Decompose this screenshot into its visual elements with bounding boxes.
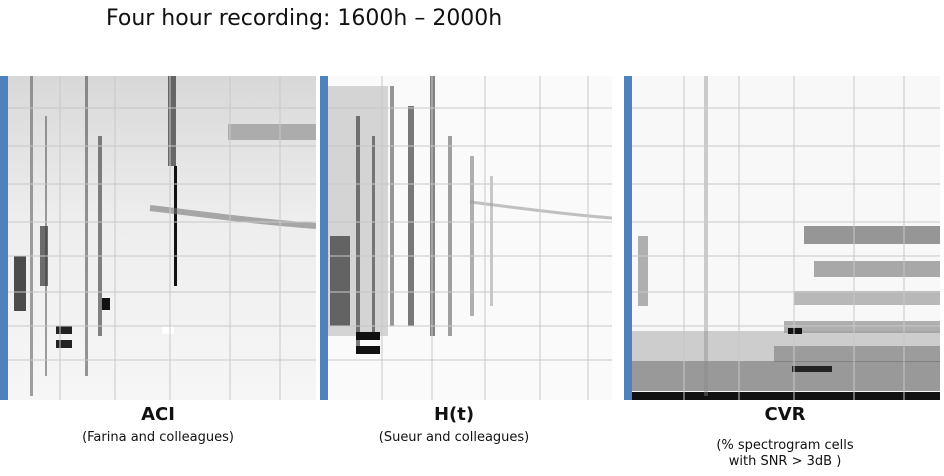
panel-accent-bar bbox=[0, 76, 8, 400]
ht-label: H(t) bbox=[433, 404, 475, 425]
aci-caption: (Farina and colleagues) bbox=[58, 430, 258, 446]
cvr-caption: (% spectrogram cells with SNR > 3dB ) bbox=[670, 438, 900, 470]
cvr-label: CVR bbox=[764, 404, 806, 425]
cvr-caption-line-2: with SNR > 3dB ) bbox=[728, 454, 842, 469]
aci-caption-line: (Farina and colleagues) bbox=[82, 430, 234, 445]
aci-label: ACI bbox=[141, 404, 175, 425]
ht-spectrogram-panel bbox=[320, 76, 612, 400]
ht-spectrogram bbox=[320, 76, 612, 400]
page-title: Four hour recording: 1600h – 2000h bbox=[106, 6, 503, 31]
aci-spectrogram bbox=[0, 76, 316, 400]
panel-accent-bar bbox=[624, 76, 632, 400]
cvr-caption-line-1: (% spectrogram cells bbox=[716, 438, 854, 453]
aci-spectrogram-panel bbox=[0, 76, 316, 400]
ht-caption-line: (Sueur and colleagues) bbox=[378, 430, 530, 445]
ht-caption: (Sueur and colleagues) bbox=[354, 430, 554, 446]
cvr-spectrogram-panel bbox=[624, 76, 940, 400]
cvr-spectrogram bbox=[624, 76, 940, 400]
panel-accent-bar bbox=[320, 76, 328, 400]
